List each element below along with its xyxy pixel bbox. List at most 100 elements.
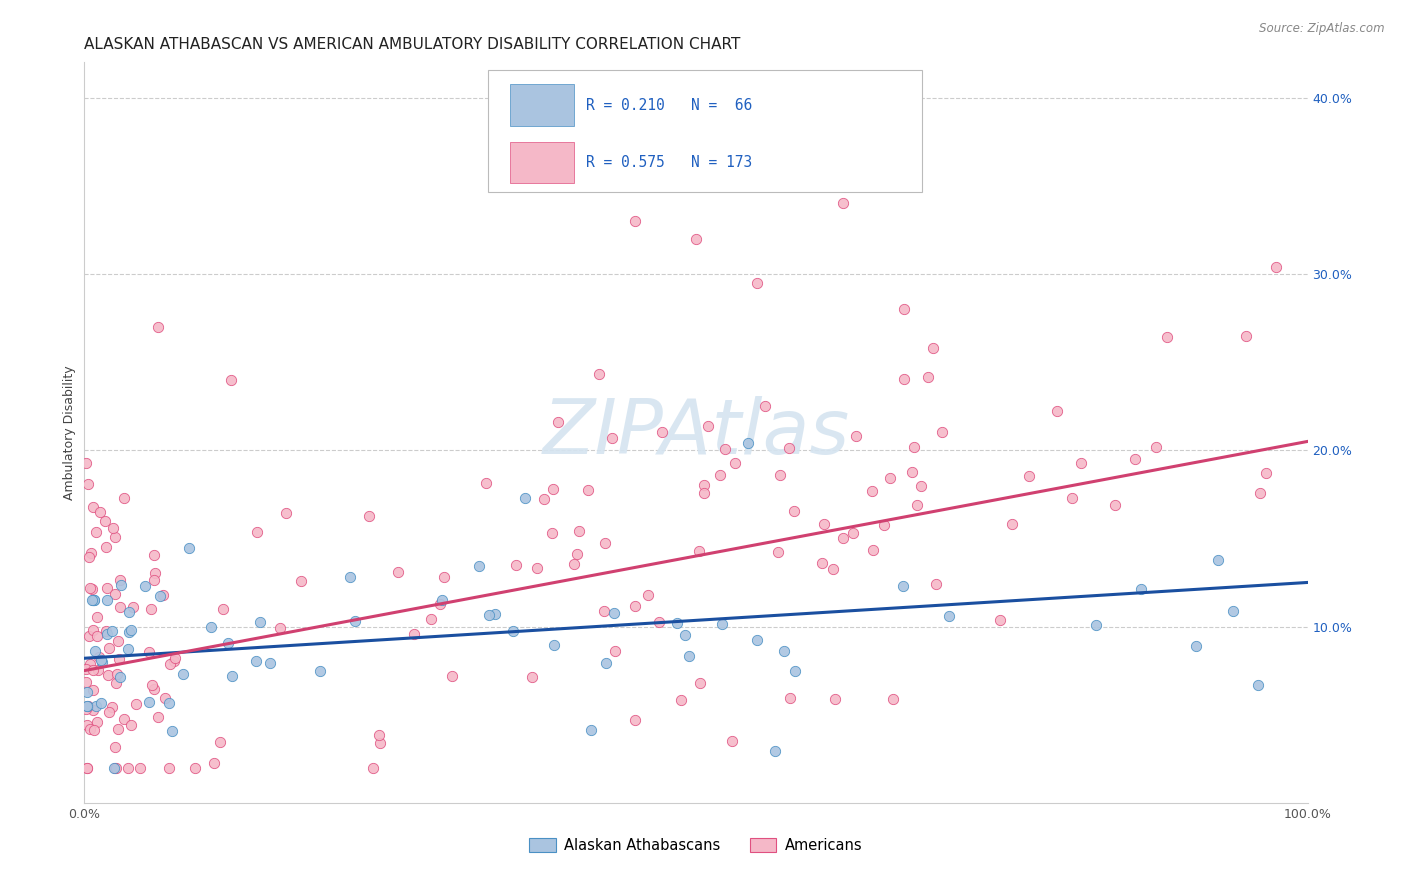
Point xyxy=(76,698,98,713)
Point xyxy=(110,599,132,614)
Point xyxy=(824,691,846,706)
Point xyxy=(754,399,776,413)
Point xyxy=(276,506,298,520)
Point xyxy=(76,760,98,774)
Point xyxy=(159,657,181,672)
Point xyxy=(623,599,645,613)
Point xyxy=(172,667,194,681)
Point xyxy=(217,635,239,649)
Legend: Alaskan Athabascans, Americans: Alaskan Athabascans, Americans xyxy=(523,831,869,858)
Point xyxy=(1060,491,1083,505)
Point xyxy=(211,602,233,616)
Point xyxy=(697,419,720,434)
Point xyxy=(624,713,647,727)
Point xyxy=(108,670,131,684)
Point xyxy=(91,655,114,669)
Point xyxy=(87,663,110,677)
Point xyxy=(688,543,710,558)
Text: R = 0.575   N = 173: R = 0.575 N = 173 xyxy=(586,155,752,170)
Point xyxy=(96,627,118,641)
Point xyxy=(108,652,131,666)
Point xyxy=(893,372,915,386)
Point xyxy=(149,589,172,603)
Point xyxy=(1123,451,1146,466)
Point xyxy=(832,531,855,545)
Point xyxy=(101,624,124,638)
Point xyxy=(94,540,117,554)
Point xyxy=(651,425,673,439)
Point xyxy=(104,587,127,601)
Point xyxy=(221,669,243,683)
Point xyxy=(467,558,489,573)
Point xyxy=(831,196,853,211)
Point xyxy=(77,549,100,564)
Point xyxy=(1085,618,1108,632)
Point xyxy=(588,367,610,381)
Point xyxy=(1129,582,1152,596)
Point xyxy=(547,415,569,429)
Point xyxy=(94,514,117,528)
Point xyxy=(84,525,107,540)
Point xyxy=(97,668,120,682)
Point xyxy=(82,582,104,596)
Point xyxy=(689,676,711,690)
Point xyxy=(893,302,915,317)
Point xyxy=(112,712,135,726)
Point xyxy=(821,561,844,575)
Point xyxy=(118,625,141,640)
Point xyxy=(779,691,801,706)
Point xyxy=(339,570,361,584)
Point xyxy=(152,588,174,602)
Point xyxy=(720,733,742,747)
Point xyxy=(184,760,207,774)
Point xyxy=(773,644,796,658)
Point xyxy=(76,685,98,699)
Point xyxy=(82,682,104,697)
Point xyxy=(104,760,127,774)
Point xyxy=(75,702,97,716)
Point xyxy=(82,623,104,637)
Point xyxy=(879,471,901,485)
Point xyxy=(905,498,928,512)
Point xyxy=(624,214,647,228)
Point xyxy=(565,547,588,561)
Point xyxy=(76,698,98,713)
Point xyxy=(860,484,883,499)
Point xyxy=(931,425,953,439)
Point xyxy=(475,476,498,491)
Point xyxy=(86,629,108,643)
Point xyxy=(82,663,104,677)
Point xyxy=(562,558,585,572)
Point xyxy=(344,614,367,628)
Point xyxy=(120,717,142,731)
Point xyxy=(90,696,112,710)
Point xyxy=(80,593,103,607)
Point xyxy=(368,728,391,742)
Point xyxy=(917,369,939,384)
Point xyxy=(357,508,380,523)
Point xyxy=(75,662,97,676)
Point xyxy=(269,621,291,635)
Point xyxy=(146,710,169,724)
Point xyxy=(83,593,105,607)
Point xyxy=(1000,516,1022,531)
Point xyxy=(872,518,894,533)
Point xyxy=(76,760,98,774)
Point xyxy=(666,616,689,631)
Point xyxy=(502,624,524,639)
Point xyxy=(763,744,786,758)
Point xyxy=(259,657,281,671)
Point xyxy=(673,627,696,641)
Point xyxy=(200,620,222,634)
Point xyxy=(709,144,731,158)
Point xyxy=(89,649,111,664)
Point xyxy=(308,665,330,679)
Point xyxy=(1156,329,1178,343)
FancyBboxPatch shape xyxy=(510,142,574,183)
Point xyxy=(82,500,104,514)
Point xyxy=(648,615,671,629)
Point xyxy=(505,558,527,573)
Point xyxy=(1184,639,1206,653)
Point xyxy=(882,691,904,706)
Point xyxy=(363,760,385,774)
